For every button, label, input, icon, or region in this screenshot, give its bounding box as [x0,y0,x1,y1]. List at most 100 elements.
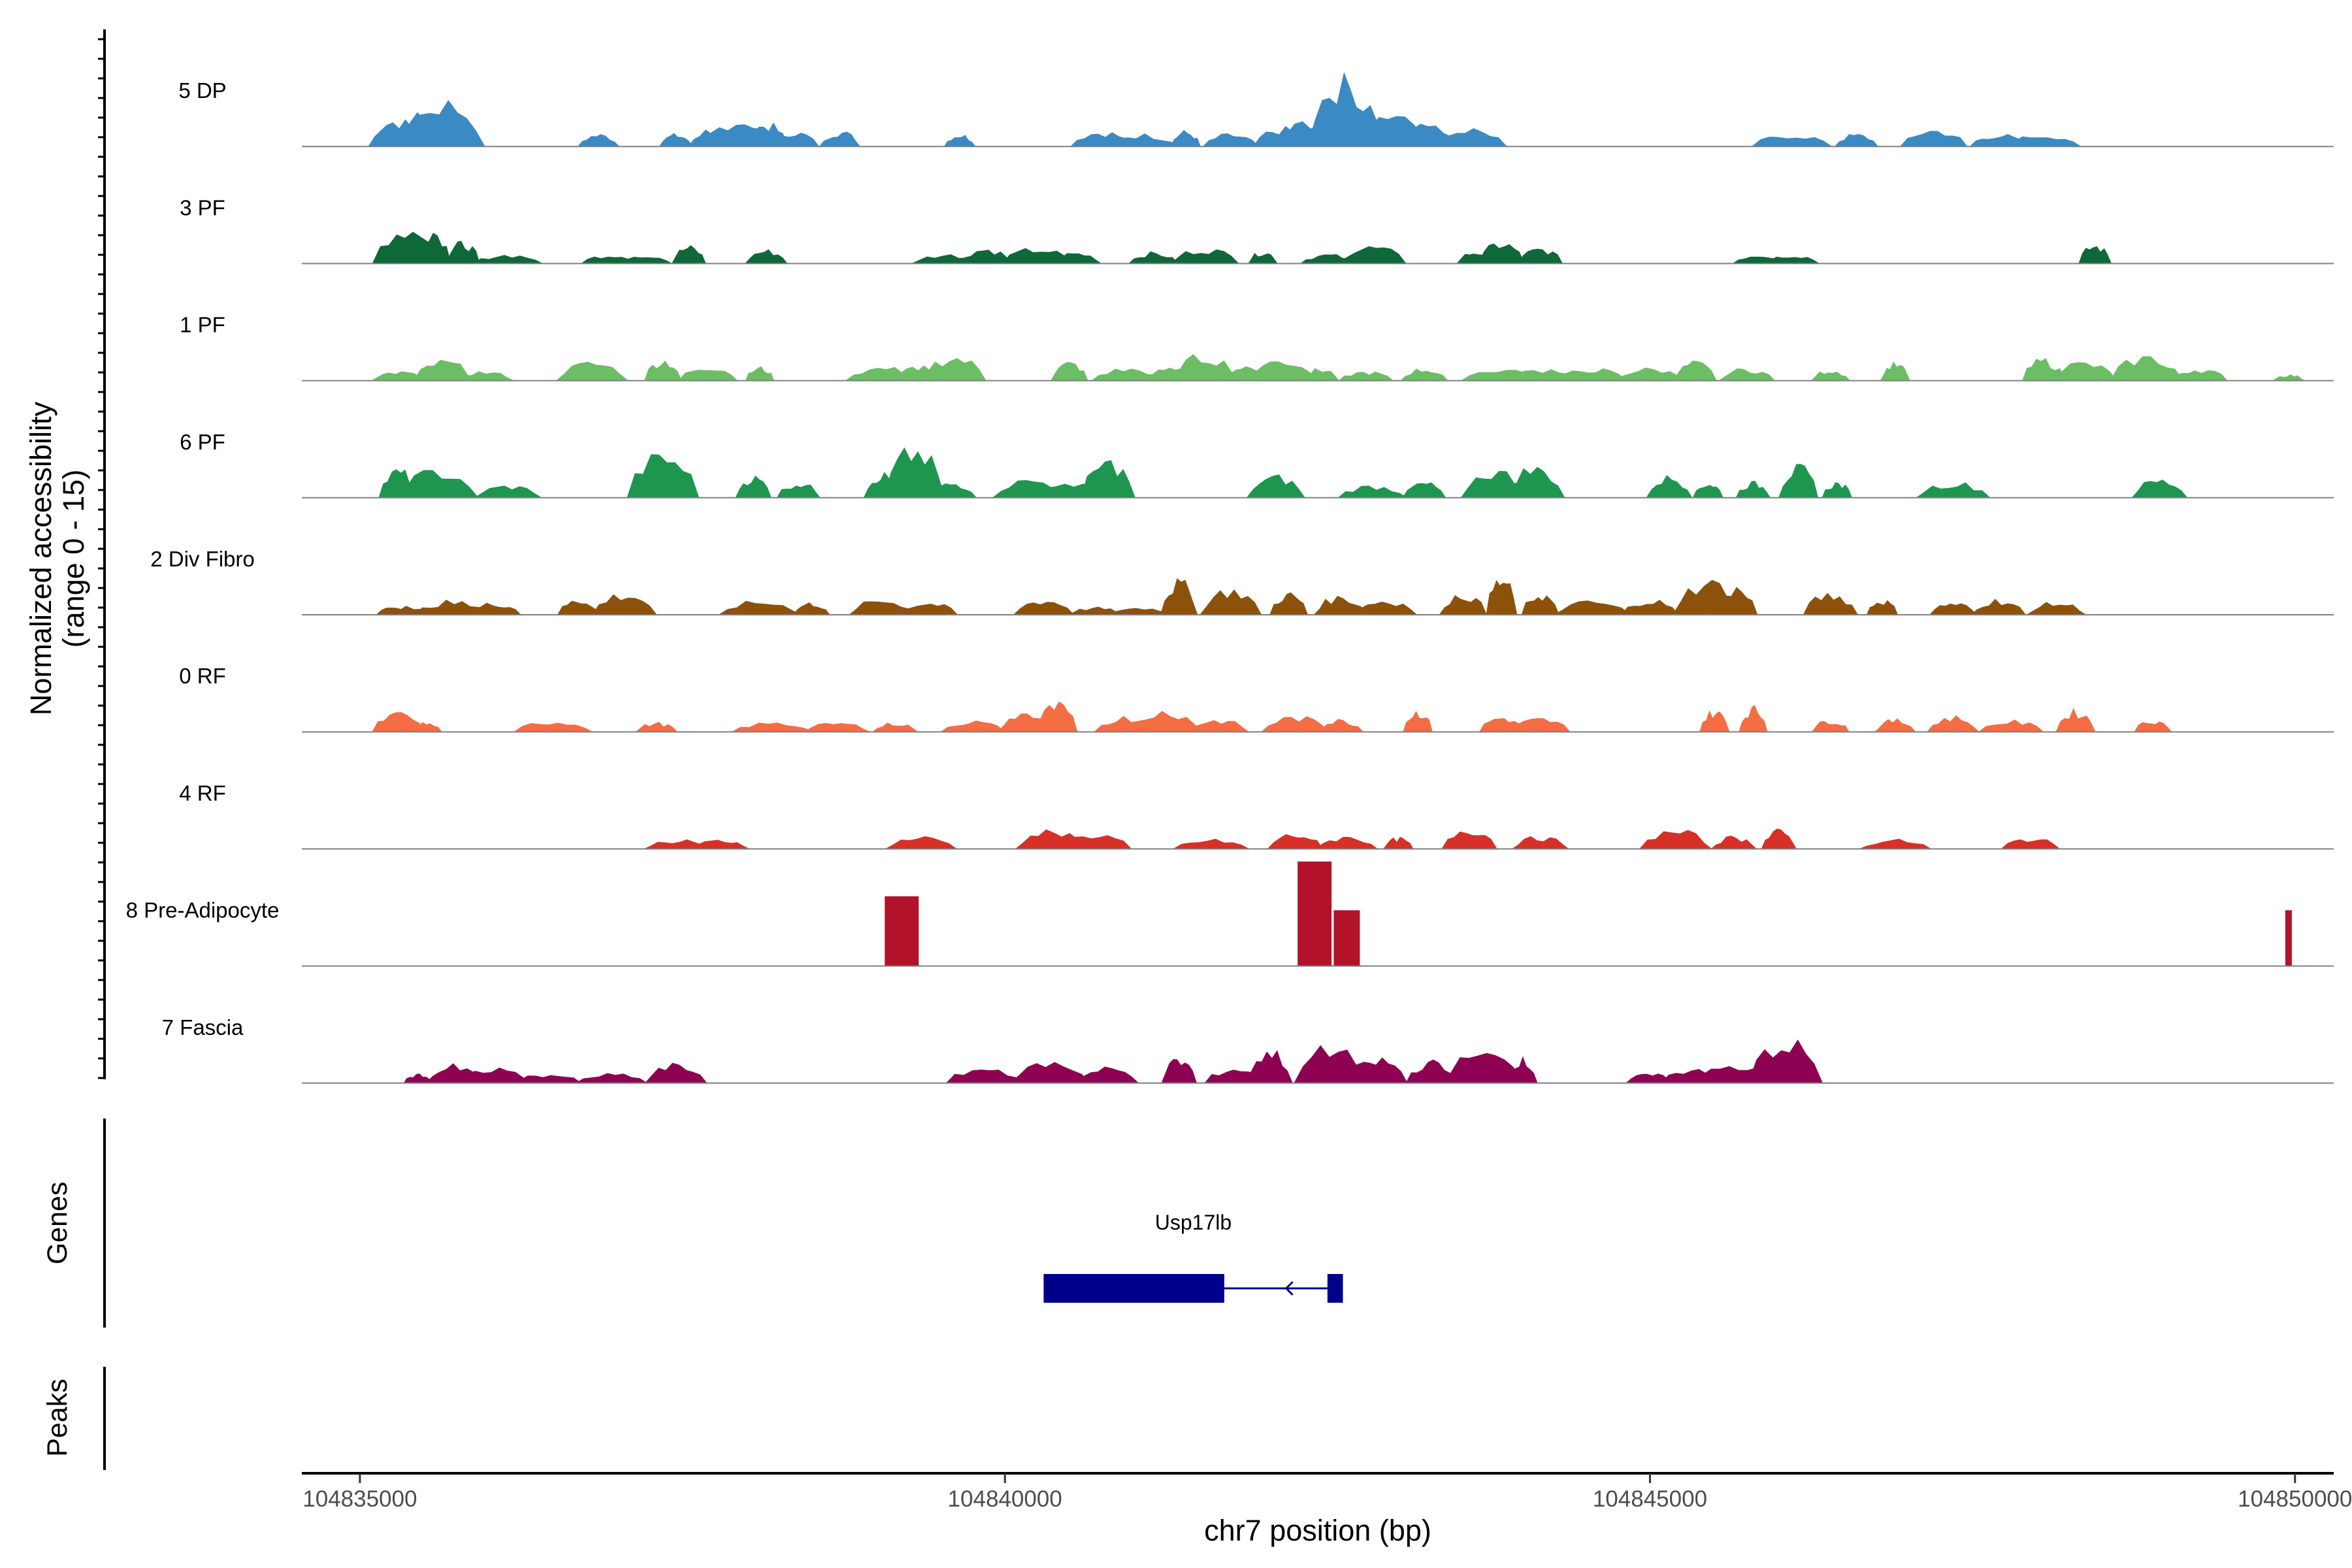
coverage-peak [678,369,738,381]
coverage-peak [614,257,673,264]
track-label: 6 PF [180,430,225,454]
coverage-peak [1403,711,1433,732]
coverage-peak [1405,1059,1456,1083]
coverage-peak [1858,838,1932,849]
coverage-peak [1900,131,1968,147]
coverage-peak [1337,485,1408,498]
coverage-peak [514,723,593,732]
track-label: 0 RF [179,664,226,688]
track-1-pf: 1 PF [180,313,2334,382]
coverage-peak [1478,243,1525,264]
coverage-peak [1299,254,1355,264]
coverage-peak [897,604,958,615]
coverage-peak [930,483,977,498]
coverage-peak [2168,370,2228,381]
coverage-peak [1518,248,1563,264]
gene-track: Usp17lb [1043,1211,1343,1303]
peaks-panel-title: Peaks [42,1379,73,1457]
track-label: 3 PF [180,195,225,220]
coverage-peak [1202,133,1259,147]
coverage-peak [1739,705,1768,732]
coverage-peak [1503,466,1565,498]
coverage-peak [1927,715,1980,732]
coverage-peak [473,255,544,264]
coverage-peak [884,447,945,498]
coverage-peak [1339,371,1394,381]
coverage-peak [1621,600,1679,615]
coverage-peak [635,721,678,732]
coverage-peak [1317,719,1364,732]
coverage-peak [1077,1066,1139,1083]
coverage-peak [1170,354,1239,381]
x-axis-title: chr7 position (bp) [1204,1514,1431,1547]
coverage-peak [1267,834,1324,849]
y-axis-title: Normalized accessibility (range 0 - 15) [24,401,90,715]
y-axis-title-line1: Normalized accessibility [24,401,57,715]
coverage-peak [1400,368,1448,381]
track-4-rf: 4 RF [179,781,2334,850]
coverage-peak [1751,137,1833,147]
coverage-peak [2272,374,2305,381]
coverage-peak [1486,580,1518,615]
coverage-peak [885,896,919,966]
coverage-peak [459,1068,532,1083]
coverage-peak [1970,598,2026,615]
coverage-peak [1247,361,1318,381]
coverage-peak [1050,253,1102,264]
coverage-peak [2078,246,2112,264]
coverage-peak [1812,721,1850,732]
coverage-peak [692,840,751,849]
coverage-peak [1051,362,1088,381]
coverage-peak [1100,133,1181,147]
coverage-peak [672,245,706,264]
coverage-peak [370,371,427,381]
coverage-peak [410,233,451,264]
coverage-peak [1811,371,1850,381]
coverage-peak [1104,608,1177,615]
coverage-peak [958,250,1013,264]
x-axis-ticks: 104835000 104840000 104845000 104850000 [302,1473,2352,1512]
coverage-peak [414,599,487,615]
coverage-peak [1880,361,1910,381]
coverage-peak [885,836,957,849]
coverage-peak [1441,831,1497,849]
coverage-peak [659,133,693,147]
coverage-peak [872,722,919,732]
coverage-peak [1761,828,1797,849]
track-8-pre-adipocyte: 8 Pre-Adipocyte [126,861,2334,967]
track-label: 5 DP [178,78,226,103]
coverage-peak [1161,1059,1197,1083]
coverage-peak [1035,701,1078,732]
coverage-peak [792,602,830,615]
x-tick-label: 104835000 [302,1486,417,1512]
gene-label: Usp17lb [1155,1211,1232,1234]
coverage-peak [1874,718,1916,732]
coverage-peak [644,1062,708,1083]
track-6-pf: 6 PF [180,430,2334,498]
track-5-dp: 5 DP [178,72,2334,148]
coverage-peak [2026,602,2087,615]
coverage-peak [557,600,601,615]
coverage-peak [1160,578,1198,615]
coverage-peak [1128,251,1179,264]
coverage-peak [1339,246,1407,264]
coverage-peak [1557,368,1627,381]
coverage-peak [1269,592,1308,615]
coverage-peak [946,1070,1026,1083]
coverage-peak [1504,1056,1538,1083]
coverage-peak [2022,358,2065,381]
coverage-peak [1978,719,2044,732]
coverage-peak [1013,602,1075,615]
coverage-peak [2005,136,2082,147]
coverage-peak [1479,718,1524,732]
coverage-peak [1246,1050,1293,1083]
coverage-peak [1778,464,1818,498]
track-label: 8 Pre-Adipocyte [126,898,280,923]
coverage-peak [745,366,775,381]
coverage-peak [1916,482,1991,498]
coverage-peak [1735,480,1771,498]
coverage-y-ticks [98,38,105,1079]
coverage-peak [1186,720,1249,732]
coverage-peak [1170,129,1201,147]
track-label: 1 PF [180,313,225,337]
